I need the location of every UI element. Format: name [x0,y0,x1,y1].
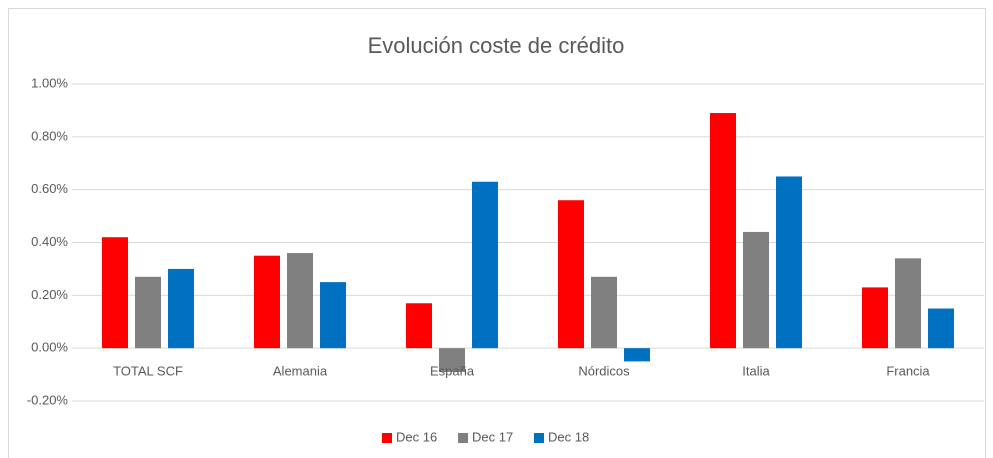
bar [895,258,921,349]
y-tick-label: 0.20% [31,287,68,302]
bar [320,282,346,349]
bar [254,255,280,349]
x-tick-label: Nórdicos [578,363,630,378]
legend-swatch [534,433,544,443]
chart-title: Evolución coste de crédito [368,33,625,58]
bar [743,231,769,349]
bar [558,200,584,349]
bar [776,176,802,349]
y-tick-label: 0.40% [31,234,68,249]
x-tick-label: Italia [742,363,770,378]
y-tick-label: 0.00% [31,340,68,355]
y-tick-label: -0.20% [27,392,69,407]
bar [472,181,498,349]
bar [591,276,617,349]
bar [439,348,465,372]
bar [862,287,888,349]
legend-label: Dec 18 [548,429,589,444]
bar [102,237,128,349]
legend-swatch [458,433,468,443]
bar [287,253,313,349]
y-tick-label: 0.60% [31,181,68,196]
bar [624,348,650,362]
y-tick-label: 0.80% [31,128,68,143]
bar [168,268,194,349]
bar [928,308,954,349]
x-tick-label: Alemania [273,363,328,378]
x-tick-label: TOTAL SCF [113,363,183,378]
y-tick-label: 1.00% [31,75,68,90]
legend-swatch [382,433,392,443]
bar [135,276,161,349]
legend-label: Dec 17 [472,429,513,444]
bar [406,303,432,349]
x-tick-label: Francia [886,363,930,378]
legend-label: Dec 16 [396,429,437,444]
bar [710,113,736,349]
x-tick-label: España [430,363,475,378]
